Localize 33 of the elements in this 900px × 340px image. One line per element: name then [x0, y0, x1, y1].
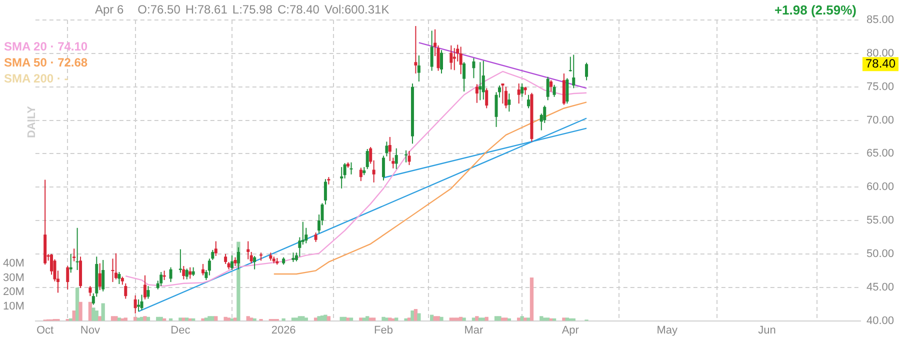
text: L:75.98: [232, 2, 273, 16]
x-tick-label: 2026: [271, 324, 296, 336]
y2-tick-label: 40M: [2, 258, 24, 270]
text: 78.40: [865, 56, 896, 70]
x-tick-label: Jun: [758, 324, 776, 336]
y2-tick-label: 10M: [2, 300, 24, 313]
y-tick-label: 65.00: [866, 148, 894, 160]
y-tick-label: 45.00: [866, 281, 894, 294]
x-tick-label: Feb: [374, 324, 393, 336]
y2-tick-label: 30M: [2, 272, 24, 284]
text: Apr 6: [95, 2, 124, 16]
y-tick-label: 75.00: [866, 80, 894, 93]
legend-label: SMA 200 · -: [4, 71, 68, 86]
text: SMA 20 · 74.10: [4, 39, 88, 54]
y-tick-label: 55.00: [866, 214, 894, 227]
x-tick-label: Nov: [80, 324, 100, 336]
text: Vol:600.31K: [324, 2, 390, 16]
x-tick-label: Apr: [562, 324, 580, 336]
text: H:78.61: [185, 2, 228, 16]
text: SMA 50 · 72.68: [4, 55, 88, 70]
x-tick-label: Dec: [170, 324, 191, 336]
y-tick-label: 50.00: [866, 248, 894, 260]
x-tick-label: Oct: [36, 324, 54, 336]
y-tick-label: 60.00: [866, 181, 894, 194]
x-tick-label: Mar: [464, 324, 484, 336]
x-tick-label: May: [656, 324, 678, 336]
text: +1.98 (2.59%): [774, 2, 856, 18]
y-tick-label: 70.00: [866, 114, 894, 126]
y-tick-label: 40.00: [866, 314, 894, 327]
text: C:78.40: [277, 2, 320, 16]
text: O:76.50: [138, 2, 181, 16]
y2-tick-label: 20M: [2, 286, 24, 298]
y-tick-label: 85.00: [866, 14, 894, 26]
